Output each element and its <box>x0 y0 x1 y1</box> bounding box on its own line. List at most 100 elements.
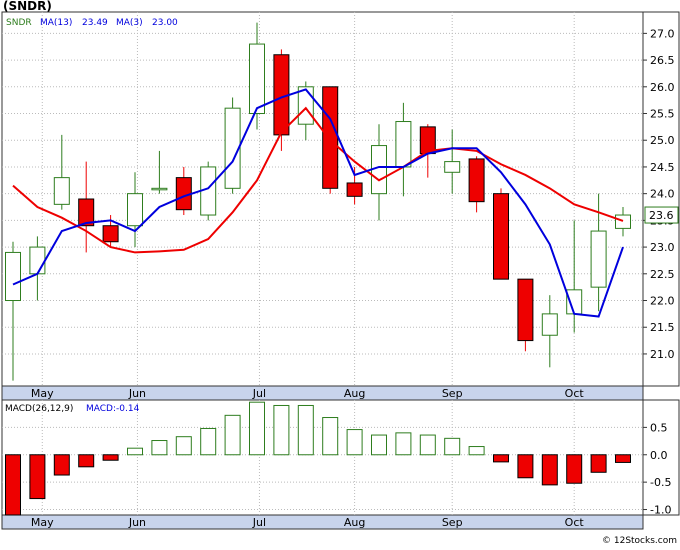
macd-bar <box>493 454 509 463</box>
price-axis-band <box>642 11 680 387</box>
macd-bar <box>53 454 70 476</box>
candle-body <box>590 230 607 288</box>
macd-month-label: Sep <box>442 516 463 529</box>
macd-bar <box>29 454 46 500</box>
price-ticks: 21.021.522.022.523.023.524.024.525.025.5… <box>643 27 675 361</box>
price-tick-label: 21.5 <box>650 321 675 334</box>
candle <box>517 278 534 352</box>
candle <box>444 129 461 194</box>
last-price-box <box>644 206 679 224</box>
price-panel <box>1 11 644 387</box>
macd-month-labels: May Jun Jul Aug Sep Oct <box>31 516 584 529</box>
month-label: May <box>31 387 54 400</box>
candle-body <box>297 86 314 125</box>
macd-bar <box>419 434 436 456</box>
macd-bar <box>273 404 290 456</box>
price-tick-label: 23.0 <box>650 241 675 254</box>
macd-bar <box>395 432 412 456</box>
candle-body <box>395 121 412 168</box>
macd-legend-label: MACD(26,12,9) <box>5 404 73 414</box>
candle-body <box>493 193 509 280</box>
macd-bar <box>175 436 192 456</box>
price-tick-label: 24.5 <box>650 161 675 174</box>
candle-body <box>615 214 631 229</box>
month-label: Aug <box>344 387 365 400</box>
macd-bar <box>224 414 241 456</box>
price-tick-label: 22.0 <box>650 295 675 308</box>
macd-tick-label: -1.0 <box>650 504 671 517</box>
macd-bar <box>566 454 583 484</box>
price-tick-label: 27.0 <box>650 27 675 40</box>
candle-body <box>444 161 461 173</box>
macd-legend-value: MACD:-0.14 <box>86 404 140 414</box>
candle <box>419 124 436 178</box>
legend-ma3-value: 23.00 <box>152 18 178 28</box>
candle-body <box>29 246 46 275</box>
macd-bar <box>590 454 607 473</box>
macd-bar <box>127 447 143 456</box>
ma13-line <box>12 106 624 254</box>
macd-ticks: 0.5 0.0 -0.5 -1.0 <box>643 421 671 517</box>
macd-bar <box>151 440 168 456</box>
candle <box>493 188 509 280</box>
candle <box>5 241 21 381</box>
macd-tick-label: -0.5 <box>650 476 671 489</box>
price-tick-label: 25.5 <box>650 108 675 121</box>
macd-bar <box>615 454 631 463</box>
month-label: Sep <box>442 387 463 400</box>
candle <box>102 215 119 248</box>
macd-bar <box>322 417 339 456</box>
candle <box>541 295 558 368</box>
candle-body <box>541 313 558 336</box>
macd-bar <box>346 429 363 456</box>
candle <box>615 207 631 237</box>
candle <box>224 97 241 194</box>
legend-ma3-label: MA(3) <box>116 18 143 28</box>
month-label: Jul <box>252 387 266 400</box>
candle <box>566 220 583 333</box>
candle-body <box>53 177 70 205</box>
last-price-badge: 23.6 <box>644 206 679 224</box>
candle-body <box>78 198 95 227</box>
macd-axis-band <box>642 399 680 516</box>
price-tick-label: 26.0 <box>650 81 675 94</box>
watermark: © 12Stocks.com <box>602 536 677 546</box>
macd-bar <box>444 437 461 456</box>
macd-tick-label: 0.0 <box>650 449 668 462</box>
candle-body <box>127 193 143 227</box>
candle-body <box>151 187 168 191</box>
month-axis-band <box>1 385 644 401</box>
candle <box>53 134 70 210</box>
price-tick-label: 21.0 <box>650 348 675 361</box>
macd-bar <box>297 404 314 456</box>
macd-tick-label: 0.5 <box>650 421 668 434</box>
macd-bar <box>468 446 485 456</box>
macd-bar <box>5 454 21 516</box>
price-tick-label: 22.5 <box>650 268 675 281</box>
candle-body <box>5 251 21 302</box>
macd-bar <box>371 434 387 456</box>
macd-bar <box>517 454 534 479</box>
candle <box>78 161 95 253</box>
ma3-line <box>12 88 624 318</box>
macd-month-label: May <box>31 516 54 529</box>
month-labels: May Jun Jul Aug Sep Oct <box>31 387 584 400</box>
macd-bar <box>102 454 119 461</box>
macd-bar <box>78 454 95 468</box>
candle <box>127 172 143 248</box>
candle <box>395 102 412 197</box>
macd-month-label: Jul <box>252 516 266 529</box>
macd-month-label: Oct <box>565 516 585 529</box>
candle <box>249 22 265 130</box>
price-tick-label: 24.0 <box>650 188 675 201</box>
candle-body <box>224 107 241 189</box>
macd-month-label: Aug <box>344 516 365 529</box>
price-tick-label: 25.0 <box>650 134 675 147</box>
candle <box>468 156 485 213</box>
candle <box>297 81 314 141</box>
month-label: Jun <box>128 387 146 400</box>
candle-body <box>249 43 265 115</box>
month-label: Oct <box>565 387 585 400</box>
